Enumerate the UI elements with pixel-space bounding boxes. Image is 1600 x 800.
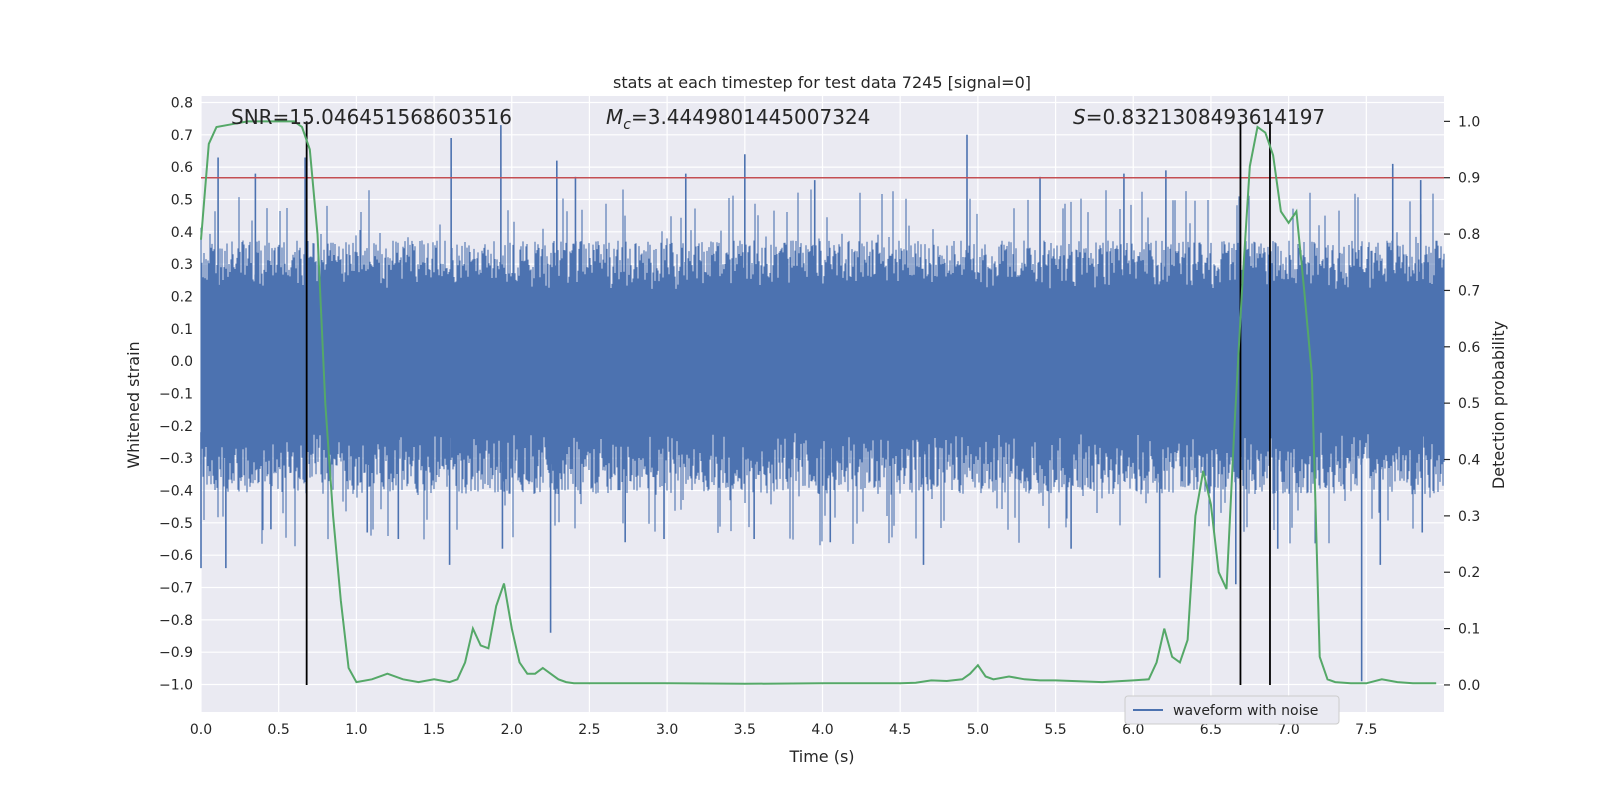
waveform-series xyxy=(200,125,1445,682)
y2-tick-label-8: 0.2 xyxy=(1458,565,1480,581)
x-tick-label-1: 0.5 xyxy=(268,722,290,738)
y2-tick-label-1: 0.9 xyxy=(1458,171,1480,187)
probability-series xyxy=(200,120,1437,685)
y-tick-label-14: −0.6 xyxy=(159,548,193,564)
x-tick-label-0: 0.0 xyxy=(190,722,212,738)
y2-axis-label: Detection probability xyxy=(1489,321,1508,489)
x-tick-label-12: 6.0 xyxy=(1122,722,1144,738)
y2-tick-label-10: 0.0 xyxy=(1458,678,1480,694)
legend-box xyxy=(1124,695,1340,725)
y-tick-label-15: −0.7 xyxy=(159,581,193,597)
chirp-mass-subscript: c xyxy=(623,117,631,133)
x-axis-label: Time (s) xyxy=(788,747,854,766)
y-tick-label-3: 0.5 xyxy=(171,192,193,208)
x-tick-label-11: 5.5 xyxy=(1044,722,1066,738)
y-tick-label-13: −0.5 xyxy=(159,516,193,532)
y-tick-label-12: −0.4 xyxy=(159,483,193,499)
y-tick-label-17: −0.9 xyxy=(159,645,193,661)
y2-tick-label-5: 0.5 xyxy=(1458,396,1480,412)
y-tick-label-16: −0.8 xyxy=(159,613,193,629)
chirp-mass-value: =3.4449801445007324 xyxy=(631,105,870,129)
y2-tick-label-3: 0.7 xyxy=(1458,283,1480,299)
y2-tick-label-6: 0.4 xyxy=(1458,453,1480,469)
x-tick-label-8: 4.0 xyxy=(811,722,833,738)
y-tick-label-5: 0.3 xyxy=(171,257,193,273)
y2-tick-label-7: 0.3 xyxy=(1458,509,1480,525)
x-tick-label-13: 6.5 xyxy=(1200,722,1222,738)
y2-tick-label-2: 0.8 xyxy=(1458,227,1480,243)
s-annotation: S=0.8321308493614197 xyxy=(1073,105,1325,129)
chirp-mass-annotation: Mc=3.4449801445007324 xyxy=(606,105,870,133)
x-tick-label-9: 4.5 xyxy=(889,722,911,738)
s-symbol: S xyxy=(1073,105,1086,129)
x-tick-label-10: 5.0 xyxy=(967,722,989,738)
y-tick-label-8: 0.0 xyxy=(171,354,193,370)
overlay-layer xyxy=(201,121,1444,685)
detection-probability-line xyxy=(200,120,1437,685)
x-tick-label-6: 3.0 xyxy=(656,722,678,738)
y2-tick-label-9: 0.1 xyxy=(1458,622,1480,638)
chart-title: stats at each timestep for test data 724… xyxy=(613,73,1031,92)
x-tick-label-15: 7.5 xyxy=(1355,722,1377,738)
x-tick-label-14: 7.0 xyxy=(1277,722,1299,738)
legend-label-waveform: waveform with noise xyxy=(1173,703,1318,719)
y2-tick-label-0: 1.0 xyxy=(1458,114,1480,130)
y-tick-label-18: −1.0 xyxy=(159,678,193,694)
y-tick-label-9: −0.1 xyxy=(159,386,193,402)
y-tick-labels: 0.8 0.7 0.6 0.5 0.4 0.3 0.2 0.1 0.0 −0.1 −0.2 −0.3 −… xyxy=(159,95,193,693)
waveform-noise xyxy=(200,189,1445,547)
y-tick-label-4: 0.4 xyxy=(171,225,193,241)
y-tick-label-1: 0.7 xyxy=(171,128,193,144)
y-tick-label-10: −0.2 xyxy=(159,419,193,435)
s-value: =0.8321308493614197 xyxy=(1086,105,1325,129)
x-tick-label-5: 2.5 xyxy=(578,722,600,738)
legend: waveform with noise xyxy=(1124,695,1340,725)
snr-annotation: SNR=15.046451568603516 xyxy=(231,105,512,129)
x-tick-label-2: 1.0 xyxy=(345,722,367,738)
y2-tick-labels: 1.0 0.9 0.8 0.7 0.6 0.5 0.4 0.3 0.2 0.1 0.0 xyxy=(1444,114,1480,694)
chirp-mass-symbol: M xyxy=(606,105,623,129)
y-tick-label-0: 0.8 xyxy=(171,95,193,111)
y2-tick-label-4: 0.6 xyxy=(1458,340,1480,356)
y-tick-label-7: 0.1 xyxy=(171,322,193,338)
x-tick-label-4: 2.0 xyxy=(501,722,523,738)
y-tick-label-11: −0.3 xyxy=(159,451,193,467)
y-axis-label: Whitened strain xyxy=(124,341,143,468)
y-tick-label-2: 0.6 xyxy=(171,160,193,176)
x-tick-label-7: 3.5 xyxy=(734,722,756,738)
x-tick-labels: 0.0 0.5 1.0 1.5 2.0 2.5 3.0 3.5 4.0 4.5 5.0 5.5 6.0 6… xyxy=(190,722,1378,738)
y-tick-label-6: 0.2 xyxy=(171,289,193,305)
x-tick-label-3: 1.5 xyxy=(423,722,445,738)
